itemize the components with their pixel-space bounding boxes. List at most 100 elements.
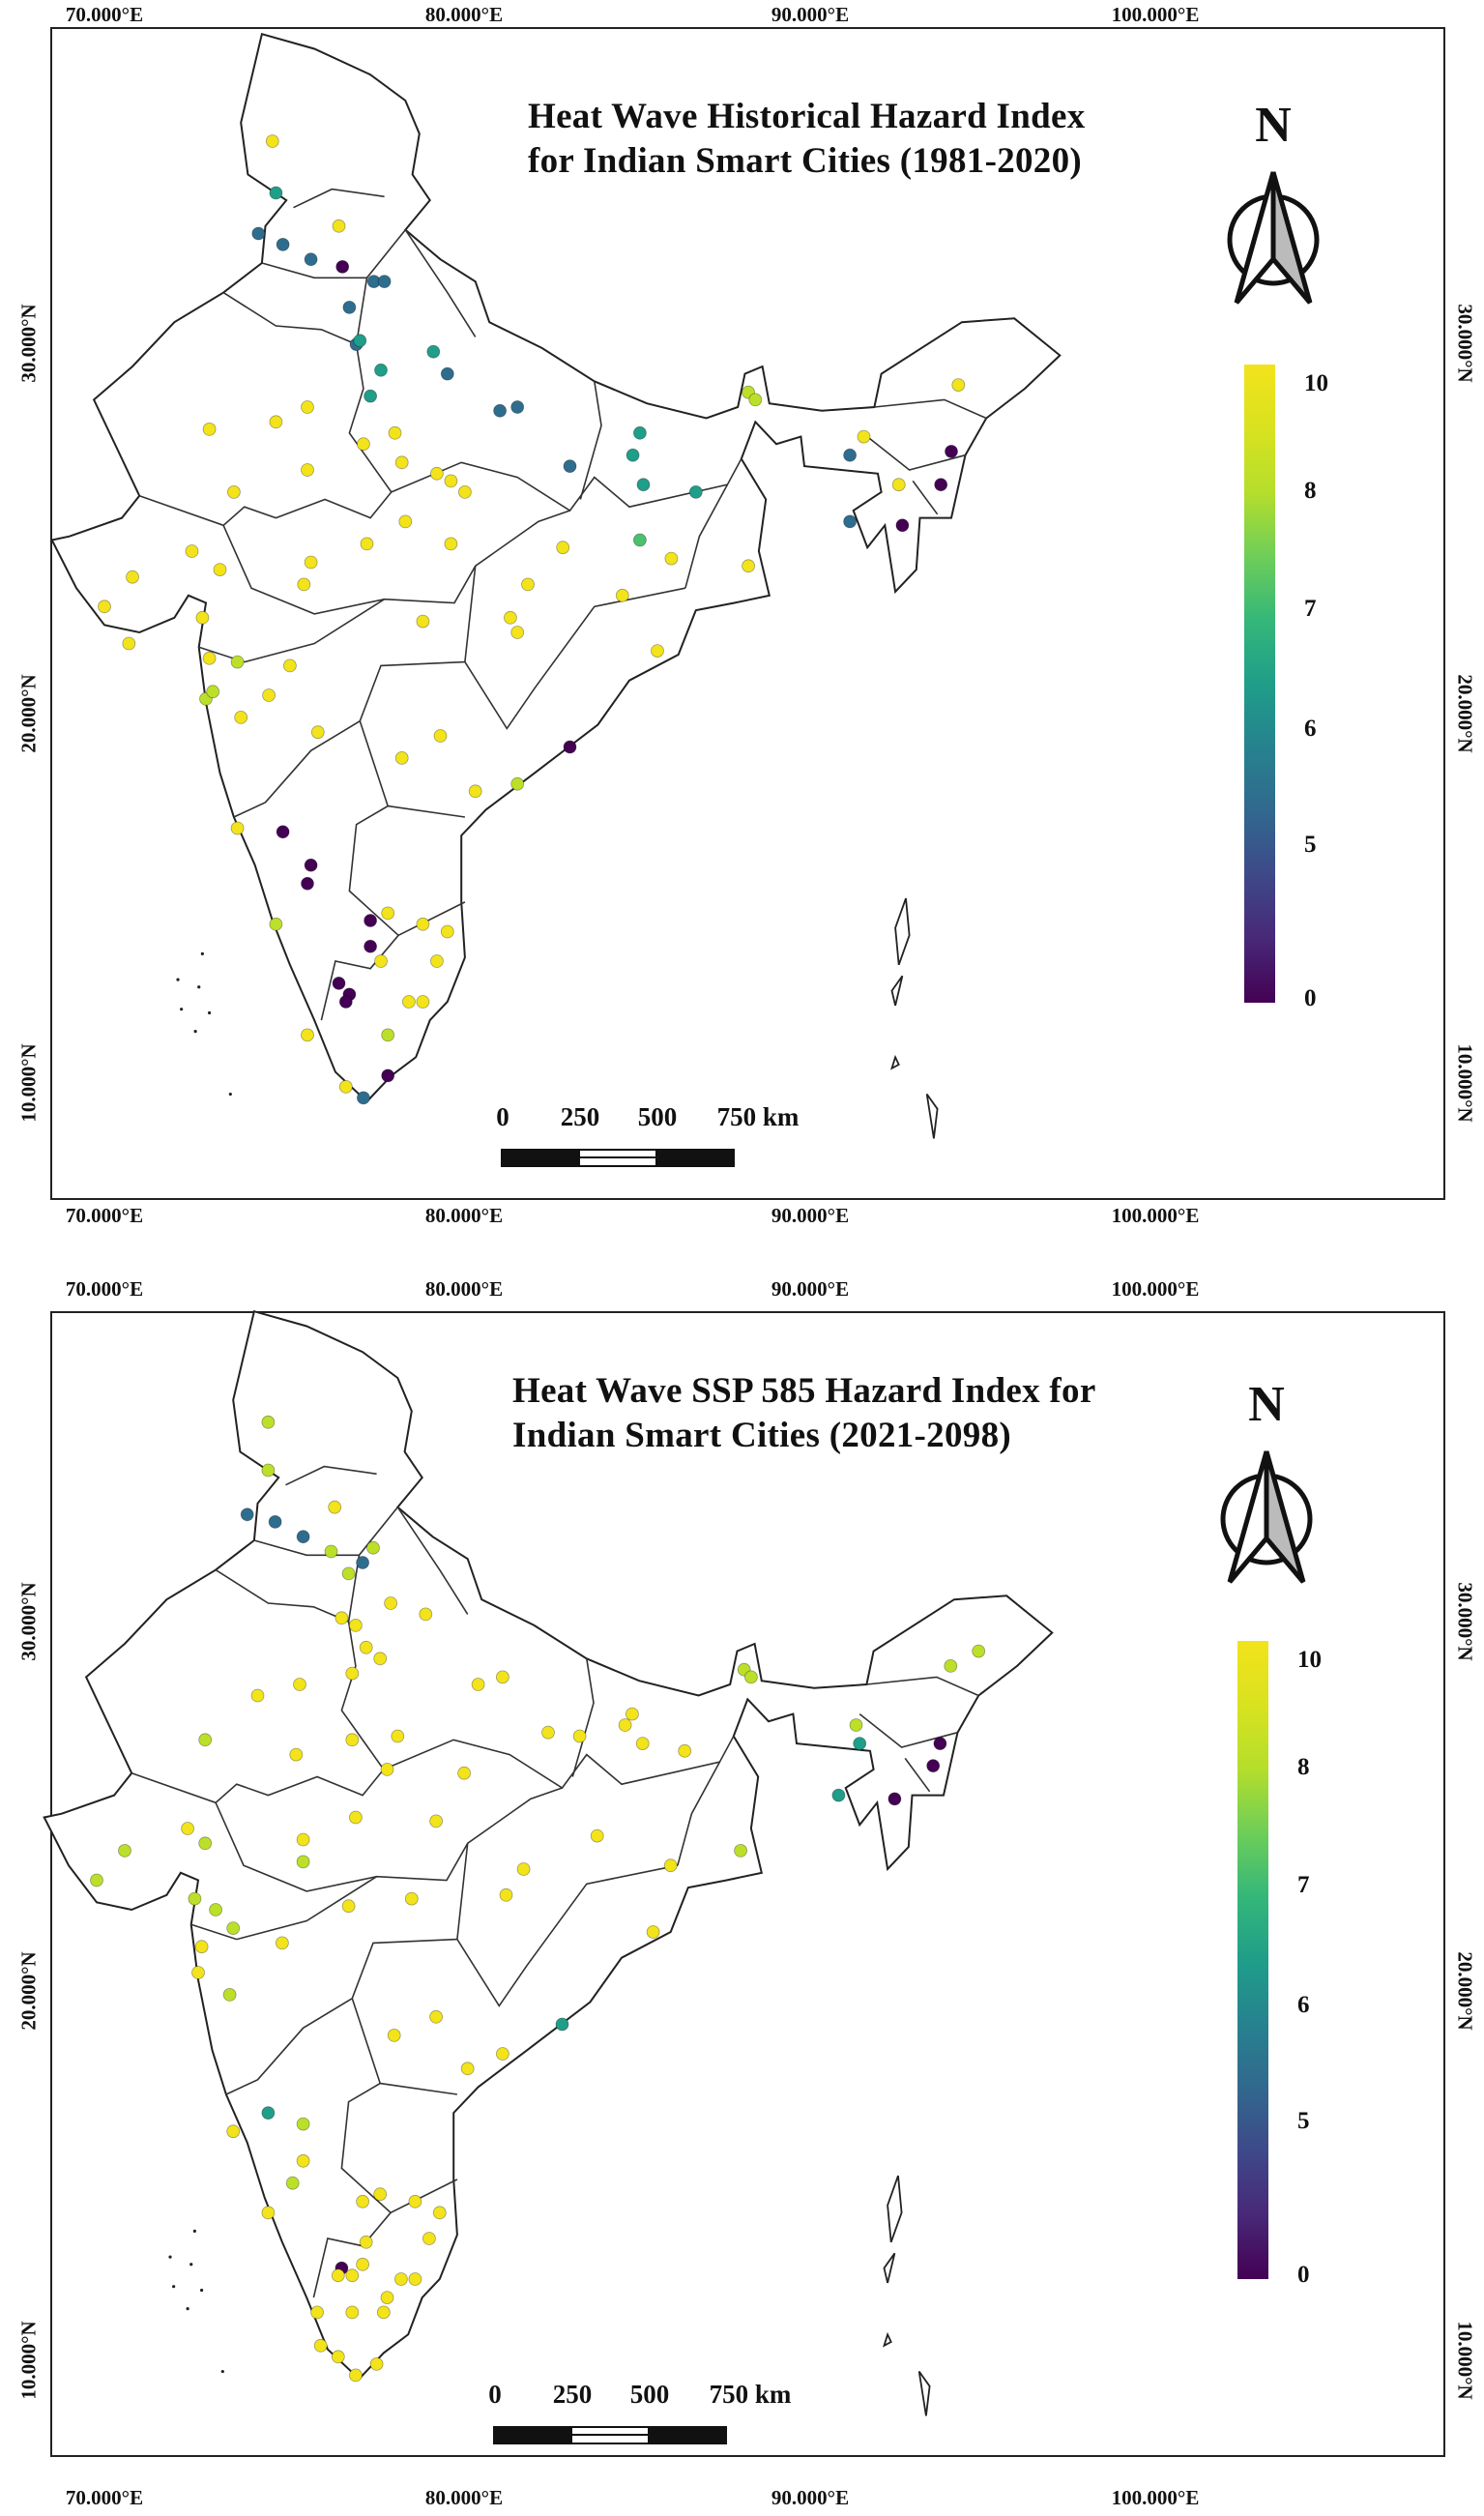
smart-city-point — [951, 378, 966, 393]
smart-city-point — [615, 588, 629, 602]
state-boundary — [198, 599, 386, 663]
state-boundary — [320, 720, 400, 1021]
island-dot — [197, 985, 201, 989]
smart-city-point — [356, 1556, 370, 1569]
smart-city-point — [261, 1463, 276, 1477]
colorbar-tick: 8 — [1304, 478, 1317, 504]
state-boundary — [904, 1757, 931, 1793]
state-boundary — [866, 435, 966, 471]
smart-city-point — [289, 1747, 304, 1762]
colorbar-tick: 10 — [1304, 370, 1328, 396]
smart-city-point — [226, 2124, 241, 2139]
colorbar-tick: 10 — [1297, 1647, 1322, 1673]
smart-city-point — [541, 1725, 555, 1740]
smart-city-point — [433, 729, 448, 743]
india-map — [43, 1309, 1054, 2416]
india-outline — [50, 32, 1062, 1103]
smart-city-point — [310, 2305, 325, 2320]
smart-city-point — [493, 403, 507, 418]
smart-city-point — [261, 2106, 276, 2120]
smart-city-point — [380, 1763, 394, 1776]
state-boundary — [215, 1787, 563, 1892]
smart-city-point — [457, 484, 472, 499]
state-boundary — [312, 1998, 393, 2298]
lon-label-80-bottom: 80.000°E — [424, 2486, 504, 2509]
ssp585-map-panel: 70.000°E 80.000°E 90.000°E 100.000°E 70.… — [0, 1258, 1484, 2516]
island-outline — [917, 2370, 931, 2416]
smart-city-point — [240, 1507, 254, 1522]
smart-city-point — [393, 2272, 408, 2286]
island-dot — [186, 2307, 189, 2311]
scale-label: 500 — [629, 2380, 670, 2409]
smart-city-point — [663, 1858, 678, 1873]
island-outline — [882, 2331, 892, 2348]
colorbar-tick: 7 — [1304, 596, 1317, 622]
island-dot — [180, 1008, 184, 1011]
smart-city-point — [944, 1658, 958, 1673]
smart-city-point — [296, 1832, 310, 1847]
lat-label-10-right: 10.000°N — [1453, 1043, 1477, 1123]
smart-city-point — [209, 1903, 223, 1916]
smart-city-point — [471, 1678, 485, 1691]
state-boundary — [293, 188, 385, 209]
state-boundary — [222, 510, 570, 615]
smart-city-point — [282, 658, 297, 673]
smart-city-point — [332, 977, 346, 990]
smart-city-point — [285, 2176, 300, 2190]
state-boundary — [225, 1938, 457, 2095]
smart-city-point — [895, 518, 910, 533]
lon-label-70-bottom: 70.000°E — [65, 2486, 144, 2509]
smart-city-point — [310, 725, 325, 740]
smart-city-point — [304, 858, 318, 872]
smart-city-point — [324, 1544, 338, 1559]
island-dot — [189, 2263, 193, 2267]
smart-city-point — [391, 1729, 405, 1743]
smart-city-point — [429, 466, 444, 481]
island-outline — [889, 1054, 900, 1070]
smart-city-point — [222, 1988, 237, 2002]
smart-city-point — [230, 655, 245, 669]
smart-city-point — [296, 1530, 310, 1544]
smart-city-point — [338, 1080, 353, 1094]
smart-city-point — [234, 711, 248, 724]
smart-city-point — [849, 1718, 863, 1732]
smart-city-point — [510, 626, 525, 639]
smart-city-point — [460, 2062, 475, 2076]
smart-city-point — [122, 636, 136, 651]
smart-city-point — [328, 1500, 342, 1514]
north-arrow: N — [1208, 1376, 1324, 1584]
smart-city-point — [296, 1855, 310, 1869]
smart-city-point — [348, 2368, 363, 2383]
state-boundary — [684, 483, 729, 589]
scale-label: 0 — [488, 2380, 502, 2409]
smart-city-point — [394, 455, 409, 470]
smart-city-point — [688, 484, 703, 499]
smart-city-point — [555, 2017, 569, 2032]
smart-city-point — [342, 300, 357, 314]
island-outline — [883, 2252, 896, 2284]
lat-label-20: 20.000°N — [16, 674, 41, 753]
smart-city-point — [262, 688, 276, 702]
map-title-line-2: for Indian Smart Cities (1981-2020) — [528, 140, 1083, 181]
smart-city-point — [332, 219, 346, 233]
island-dot — [193, 1030, 197, 1034]
island-outline — [894, 897, 911, 966]
smart-city-point — [380, 2291, 394, 2304]
smart-city-point — [304, 252, 318, 267]
smart-city-point — [261, 2206, 276, 2220]
lat-label-20-right: 20.000°N — [1453, 674, 1477, 753]
smart-city-point — [276, 825, 290, 839]
smart-city-point — [356, 2194, 370, 2209]
smart-city-point — [364, 939, 378, 953]
smart-city-point — [353, 334, 367, 348]
smart-city-point — [194, 1940, 209, 1954]
smart-city-point — [416, 614, 430, 629]
smart-city-point — [853, 1737, 867, 1751]
state-boundary — [874, 398, 987, 420]
smart-city-point — [369, 2357, 384, 2371]
state-boundary — [464, 566, 686, 730]
smart-city-point — [345, 2268, 360, 2283]
scale-bar: 0 250 500 750 km — [488, 2380, 791, 2447]
smart-city-point — [195, 610, 210, 625]
smart-city-point — [891, 478, 906, 492]
